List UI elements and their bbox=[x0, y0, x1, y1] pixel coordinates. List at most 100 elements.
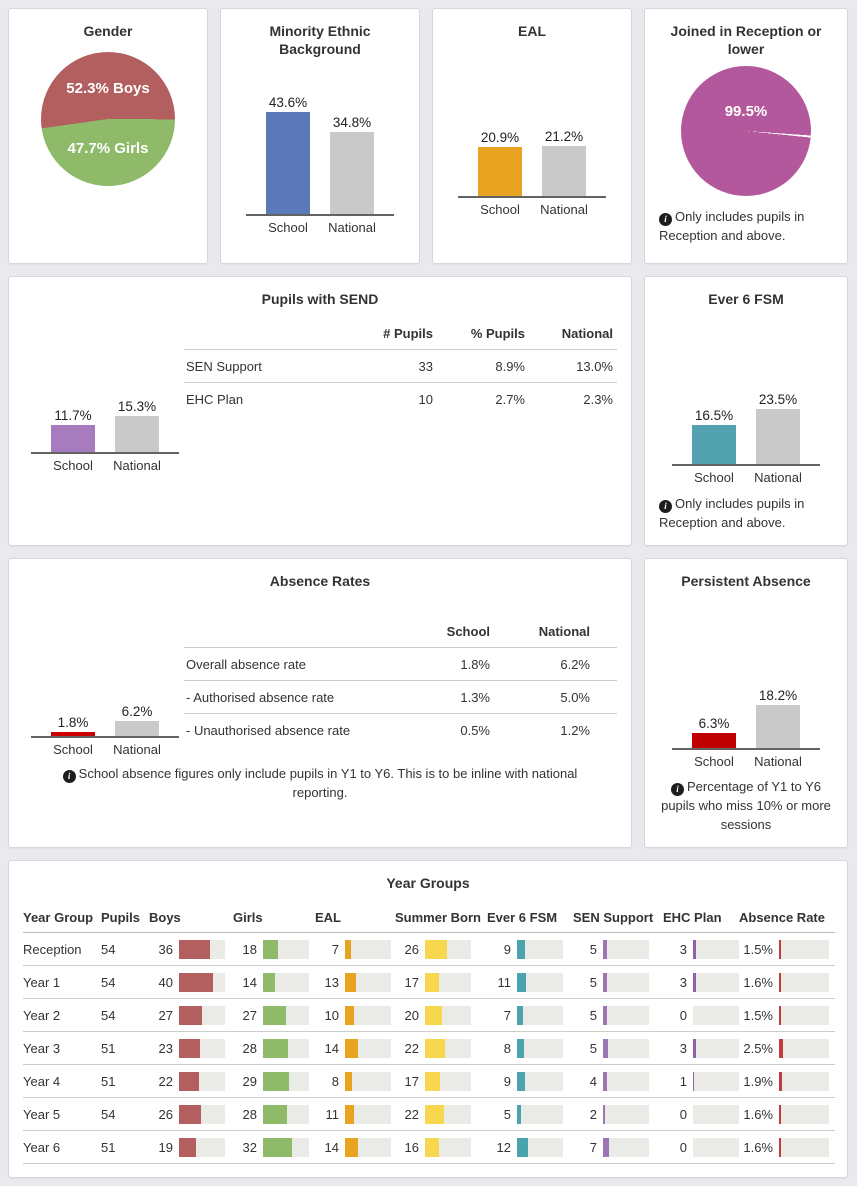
eal-card: EAL 20.9% 21.2% School National bbox=[432, 8, 632, 264]
sen-support-bar bbox=[603, 1137, 649, 1157]
girls-bar bbox=[263, 939, 309, 959]
absence-rate-cell: 1.5% bbox=[739, 1005, 833, 1025]
girls-cell: 28 bbox=[233, 1038, 315, 1058]
x-label-school: School bbox=[694, 754, 734, 769]
ehc-plan-cell: 1 bbox=[663, 1071, 739, 1091]
national-bar bbox=[115, 721, 159, 736]
year-groups-card: Year Groups Year Group Pupils Boys Girls… bbox=[8, 860, 848, 1178]
bar-value: 43.6% bbox=[268, 94, 308, 110]
girls-cell: 28 bbox=[233, 1104, 315, 1124]
absence-rate-bar bbox=[779, 1038, 829, 1058]
gender-girls-label: 47.7% Girls bbox=[67, 140, 149, 158]
girls-bar bbox=[263, 1071, 309, 1091]
summer-born-cell: 22 bbox=[395, 1038, 487, 1058]
absence-rate-cell: 2.5% bbox=[739, 1038, 833, 1058]
year-group-label: Reception bbox=[23, 941, 82, 957]
girls-cell: 32 bbox=[233, 1137, 315, 1157]
ever6-fsm-cell: 12 bbox=[487, 1137, 573, 1157]
sen-support-bar bbox=[603, 1038, 649, 1058]
table-row: - Authorised absence rate 1.3% 5.0% bbox=[184, 680, 617, 713]
col-summer-born: Summer Born bbox=[395, 909, 481, 925]
summer-born-cell: 26 bbox=[395, 939, 487, 959]
bar-value: 15.3% bbox=[117, 399, 157, 414]
national-bar bbox=[756, 705, 800, 748]
year-groups-title: Year Groups bbox=[386, 875, 470, 891]
bar-value: 34.8% bbox=[332, 115, 372, 131]
send-card: Pupils with SEND 11.7% 15.3% School Nati… bbox=[8, 276, 632, 546]
ehc-plan-cell: 0 bbox=[663, 1104, 739, 1124]
gender-pie: 52.3% Boys 47.7% Girls bbox=[41, 52, 175, 187]
col-pupils: Pupils bbox=[101, 909, 141, 925]
ever6-fsm-cell: 9 bbox=[487, 939, 573, 959]
absence-col-school: School bbox=[446, 623, 490, 639]
x-label-national: National bbox=[754, 754, 802, 769]
table-row: Year 4 51 22 29 8 17 9 4 1 1.9% bbox=[23, 1065, 835, 1099]
pupils-value: 51 bbox=[101, 1139, 116, 1155]
table-row: Reception 54 36 18 7 26 9 5 3 1.5% bbox=[23, 933, 835, 967]
col-year-group: Year Group bbox=[23, 909, 94, 925]
ehc-plan-bar bbox=[693, 1005, 739, 1025]
bar-value: 6.2% bbox=[121, 704, 153, 720]
boys-bar bbox=[179, 1038, 225, 1058]
ehc-plan-bar bbox=[693, 1137, 739, 1157]
ever6-fsm-bar bbox=[517, 1071, 563, 1091]
pupils-value: 51 bbox=[101, 1040, 116, 1056]
summer-born-bar bbox=[425, 972, 471, 992]
eal-cell: 7 bbox=[315, 939, 395, 959]
sen-support-cell: 2 bbox=[573, 1104, 663, 1124]
national-bar bbox=[115, 416, 159, 452]
absence-rate-cell: 1.6% bbox=[739, 972, 833, 992]
x-label-national: National bbox=[754, 470, 802, 485]
col-ehc-plan: EHC Plan bbox=[663, 909, 722, 925]
fsm-note: i Only includes pupils in Reception and a… bbox=[659, 496, 805, 531]
ehc-plan-cell: 3 bbox=[663, 939, 739, 959]
summer-born-bar bbox=[425, 1137, 471, 1157]
x-label-national: National bbox=[113, 458, 161, 473]
x-label-national: National bbox=[113, 742, 161, 757]
sen-support-cell: 7 bbox=[573, 1137, 663, 1157]
absence-rate-cell: 1.5% bbox=[739, 939, 833, 959]
col-eal: EAL bbox=[315, 909, 341, 925]
joined-reception-title: Joined in Reception or lower bbox=[670, 23, 822, 58]
absence-table: School National Overall absence rate 1.8… bbox=[184, 615, 617, 746]
year-groups-header-row: Year Group Pupils Boys Girls EAL Summer … bbox=[23, 902, 835, 934]
ever6-fsm-cell: 5 bbox=[487, 1104, 573, 1124]
table-row: Year 6 51 19 32 14 16 12 7 0 1.6% bbox=[23, 1131, 835, 1165]
absence-rate-bar bbox=[779, 1071, 829, 1091]
national-bar bbox=[330, 132, 374, 214]
eal-cell: 14 bbox=[315, 1137, 395, 1157]
year-group-label: Year 1 bbox=[23, 974, 61, 990]
gender-title: Gender bbox=[83, 23, 133, 39]
absence-rate-cell: 1.9% bbox=[739, 1071, 833, 1091]
eal-title: EAL bbox=[518, 23, 546, 39]
summer-born-bar bbox=[425, 1038, 471, 1058]
x-label-school: School bbox=[694, 470, 734, 485]
info-icon: i bbox=[671, 783, 685, 797]
sen-support-bar bbox=[603, 972, 649, 992]
minority-ethnic-chart: 43.6% 34.8% School National bbox=[221, 94, 419, 235]
boys-cell: 19 bbox=[149, 1137, 233, 1157]
bar-value: 6.3% bbox=[698, 716, 730, 732]
year-group-label: Year 6 bbox=[23, 1139, 61, 1155]
table-row: SEN Support 33 8.9% 13.0% bbox=[184, 349, 617, 382]
pupils-value: 54 bbox=[101, 1007, 116, 1023]
summer-born-cell: 22 bbox=[395, 1104, 487, 1124]
info-icon: i bbox=[659, 213, 672, 227]
sen-support-bar bbox=[603, 939, 649, 959]
sen-support-bar bbox=[603, 1071, 649, 1091]
summer-born-bar bbox=[425, 939, 471, 959]
boys-cell: 23 bbox=[149, 1038, 233, 1058]
year-group-label: Year 2 bbox=[23, 1007, 61, 1023]
x-label-national: National bbox=[540, 202, 588, 217]
joined-pie: 99.5% bbox=[681, 66, 811, 197]
eal-cell: 8 bbox=[315, 1071, 395, 1091]
ehc-plan-bar bbox=[693, 939, 739, 959]
absence-rate-bar bbox=[779, 1104, 829, 1124]
ehc-plan-cell: 3 bbox=[663, 1038, 739, 1058]
ehc-plan-bar bbox=[693, 1104, 739, 1124]
absence-rate-bar bbox=[779, 972, 829, 992]
x-label-national: National bbox=[328, 220, 376, 235]
table-row: Year 2 54 27 27 10 20 7 5 0 1.5% bbox=[23, 999, 835, 1033]
ever6-fsm-cell: 8 bbox=[487, 1038, 573, 1058]
ever6-fsm-bar bbox=[517, 1104, 563, 1124]
